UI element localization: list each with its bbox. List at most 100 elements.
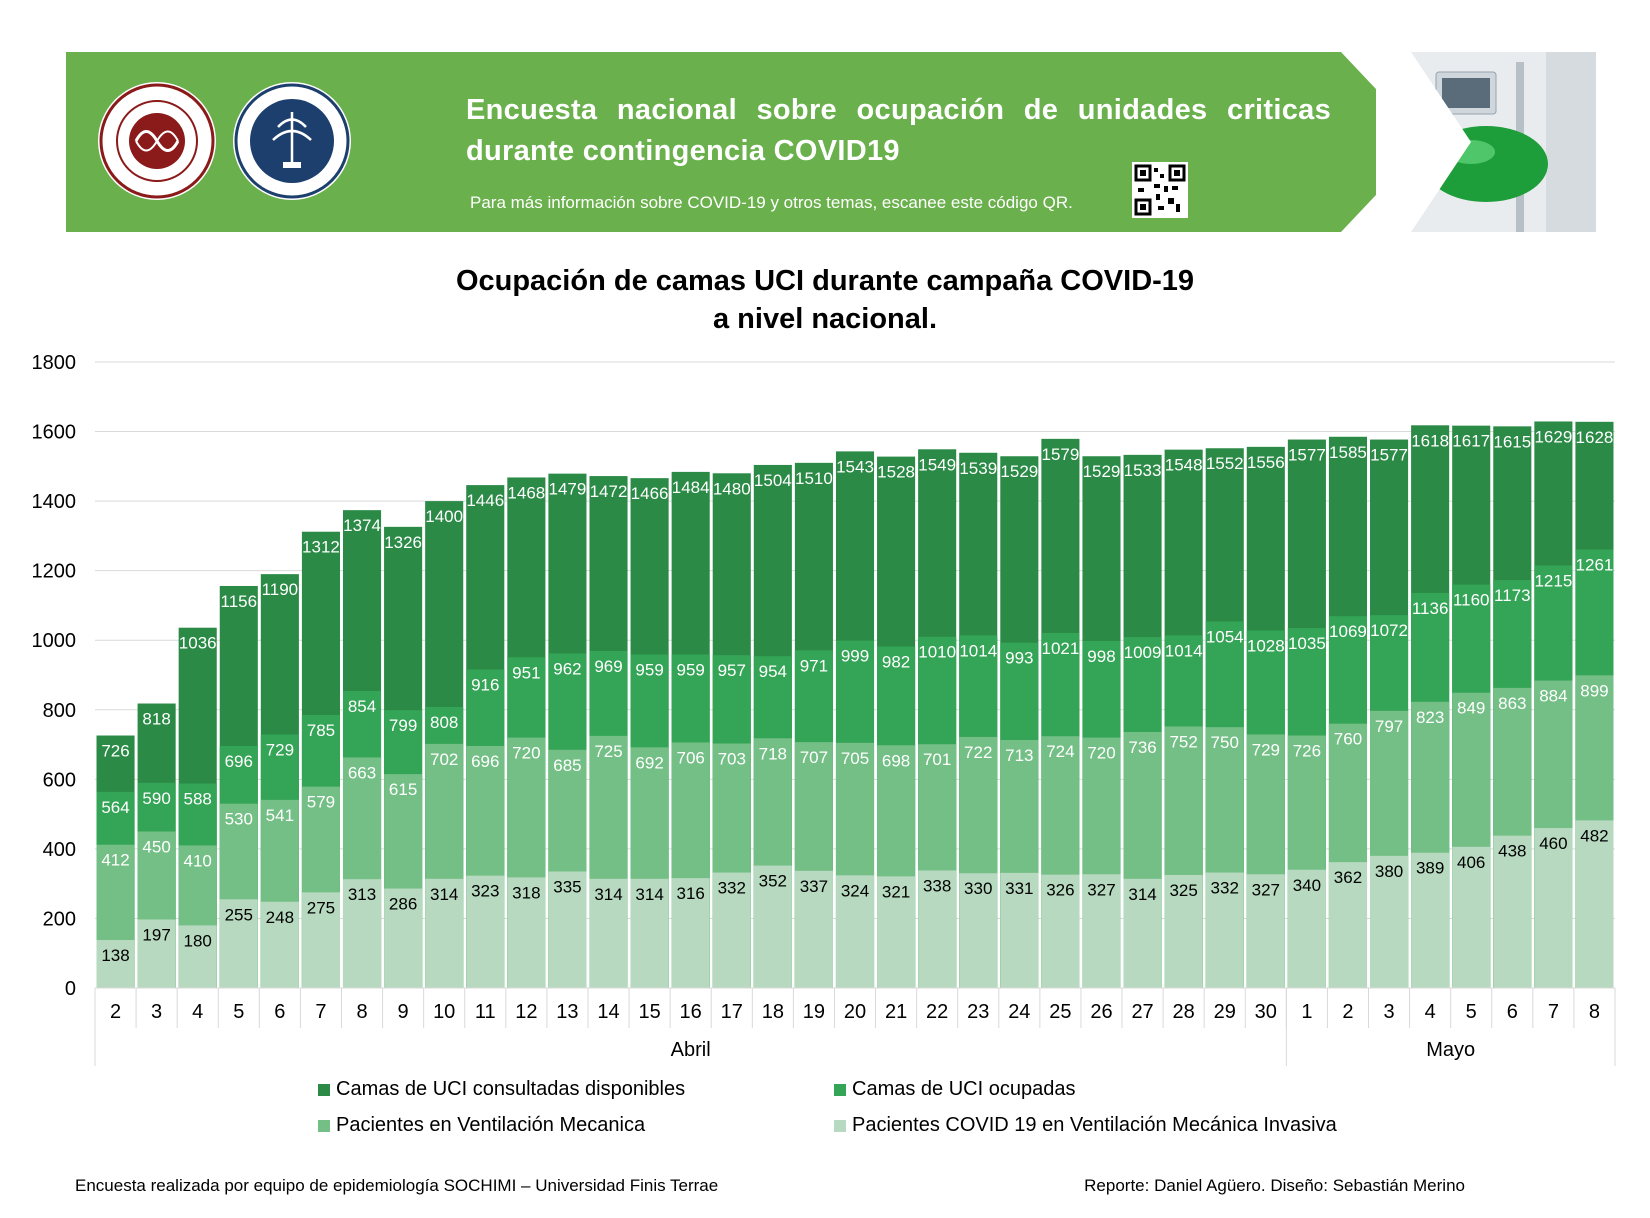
y-tick-label: 0 <box>65 978 76 1000</box>
data-label: 724 <box>1046 742 1074 761</box>
data-label: 286 <box>389 895 417 914</box>
data-label: 248 <box>266 908 294 927</box>
bar-4 <box>753 865 792 988</box>
x-tick-label: 14 <box>597 1001 619 1023</box>
x-tick-label: 2 <box>1342 1001 1353 1023</box>
bar-4 <box>794 870 833 988</box>
bar-4 <box>1246 874 1285 988</box>
data-label: 854 <box>348 697 376 716</box>
data-label: 959 <box>635 660 663 679</box>
bar-4 <box>1534 828 1573 988</box>
data-label: 450 <box>142 838 170 857</box>
data-label: 818 <box>142 710 170 729</box>
data-label: 530 <box>225 810 253 829</box>
data-label: 823 <box>1416 708 1444 727</box>
bar-4 <box>1328 862 1368 988</box>
x-tick-label: 3 <box>1383 1001 1394 1023</box>
data-label: 725 <box>594 742 622 761</box>
data-label: 726 <box>101 742 129 761</box>
data-label: 1136 <box>1412 599 1449 618</box>
data-label: 255 <box>225 905 253 924</box>
bar-4 <box>959 873 998 988</box>
data-label: 701 <box>923 750 951 769</box>
data-label: 314 <box>594 885 622 904</box>
data-label: 588 <box>184 790 212 809</box>
data-label: 1618 <box>1411 431 1449 450</box>
bar-4 <box>877 876 916 988</box>
data-label: 410 <box>184 851 212 870</box>
x-tick-label: 8 <box>1589 1001 1600 1023</box>
y-tick-label: 600 <box>43 769 76 791</box>
x-tick-label: 13 <box>556 1001 578 1023</box>
data-label: 1484 <box>672 478 710 497</box>
bar-4 <box>712 872 751 988</box>
bar-4 <box>466 875 505 988</box>
x-tick-label: 6 <box>1507 1001 1518 1023</box>
x-tick-label: 20 <box>844 1001 866 1023</box>
data-label: 138 <box>101 946 129 965</box>
data-label: 1054 <box>1206 627 1244 646</box>
x-tick-label: 22 <box>926 1001 948 1023</box>
bar-4 <box>1205 872 1244 988</box>
data-label: 323 <box>471 882 499 901</box>
bar-4 <box>96 940 135 988</box>
bar-4 <box>1287 869 1326 988</box>
data-label: 1556 <box>1247 453 1285 472</box>
x-tick-label: 6 <box>274 1001 285 1023</box>
y-tick-label: 1200 <box>32 561 77 583</box>
data-label: 663 <box>348 763 376 782</box>
bar-4 <box>835 875 875 988</box>
data-label: 1472 <box>590 482 628 501</box>
bar-4 <box>1575 820 1614 988</box>
bar-4 <box>589 878 628 988</box>
x-tick-label: 25 <box>1049 1001 1071 1023</box>
data-label: 1160 <box>1453 591 1490 610</box>
group-label: Mayo <box>1426 1039 1475 1061</box>
x-tick-label: 2 <box>110 1001 121 1023</box>
data-label: 720 <box>1087 744 1115 763</box>
y-tick-label: 1400 <box>32 491 77 513</box>
data-label: 1021 <box>1041 639 1079 658</box>
banner-subtitle: Para más información sobre COVID-19 y ot… <box>470 193 1073 212</box>
data-label: 899 <box>1580 681 1608 700</box>
bar-4 <box>1041 874 1080 988</box>
x-tick-label: 9 <box>398 1001 409 1023</box>
data-label: 197 <box>142 925 170 944</box>
data-label: 1629 <box>1534 427 1572 446</box>
data-label: 314 <box>635 885 663 904</box>
legend-item-ocupadas: Camas de UCI ocupadas <box>834 1078 1075 1101</box>
bar-4 <box>1123 878 1162 988</box>
x-tick-label: 28 <box>1173 1001 1195 1023</box>
chart-title-line1: Ocupación de camas UCI durante campaña C… <box>455 265 1195 297</box>
data-label: 1528 <box>877 463 915 482</box>
data-label: 331 <box>1005 879 1033 898</box>
data-label: 703 <box>718 750 746 769</box>
sochimi-logo <box>98 82 216 200</box>
data-label: 1446 <box>466 491 504 510</box>
data-label: 438 <box>1498 842 1526 861</box>
data-label: 1615 <box>1493 432 1531 451</box>
data-label: 389 <box>1416 859 1444 878</box>
data-label: 615 <box>389 780 417 799</box>
y-tick-label: 400 <box>43 839 76 861</box>
x-tick-label: 1 <box>1301 1001 1312 1023</box>
x-tick-label: 11 <box>475 1001 496 1023</box>
data-label: 1009 <box>1124 643 1162 662</box>
legend-swatch-ventilacion <box>318 1119 330 1132</box>
legend-label-ocupadas: Camas de UCI ocupadas <box>852 1078 1076 1100</box>
data-label: 760 <box>1334 730 1362 749</box>
chart-title-line2: a nivel nacional. <box>712 303 938 335</box>
x-tick-label: 27 <box>1131 1001 1153 1023</box>
data-label: 785 <box>307 721 335 740</box>
data-label: 332 <box>718 879 746 898</box>
data-label: 849 <box>1457 699 1485 718</box>
data-label: 460 <box>1539 834 1567 853</box>
legend-swatch-ocupadas <box>834 1083 846 1096</box>
qr-code-icon[interactable] <box>1132 162 1188 218</box>
data-label: 1028 <box>1247 636 1285 655</box>
data-label: 313 <box>348 885 376 904</box>
banner-title: Encuesta nacional sobre ocupación de uni… <box>466 94 1331 167</box>
group-label: Abril <box>671 1039 711 1061</box>
bar-4 <box>137 919 176 988</box>
data-label: 314 <box>1128 885 1156 904</box>
